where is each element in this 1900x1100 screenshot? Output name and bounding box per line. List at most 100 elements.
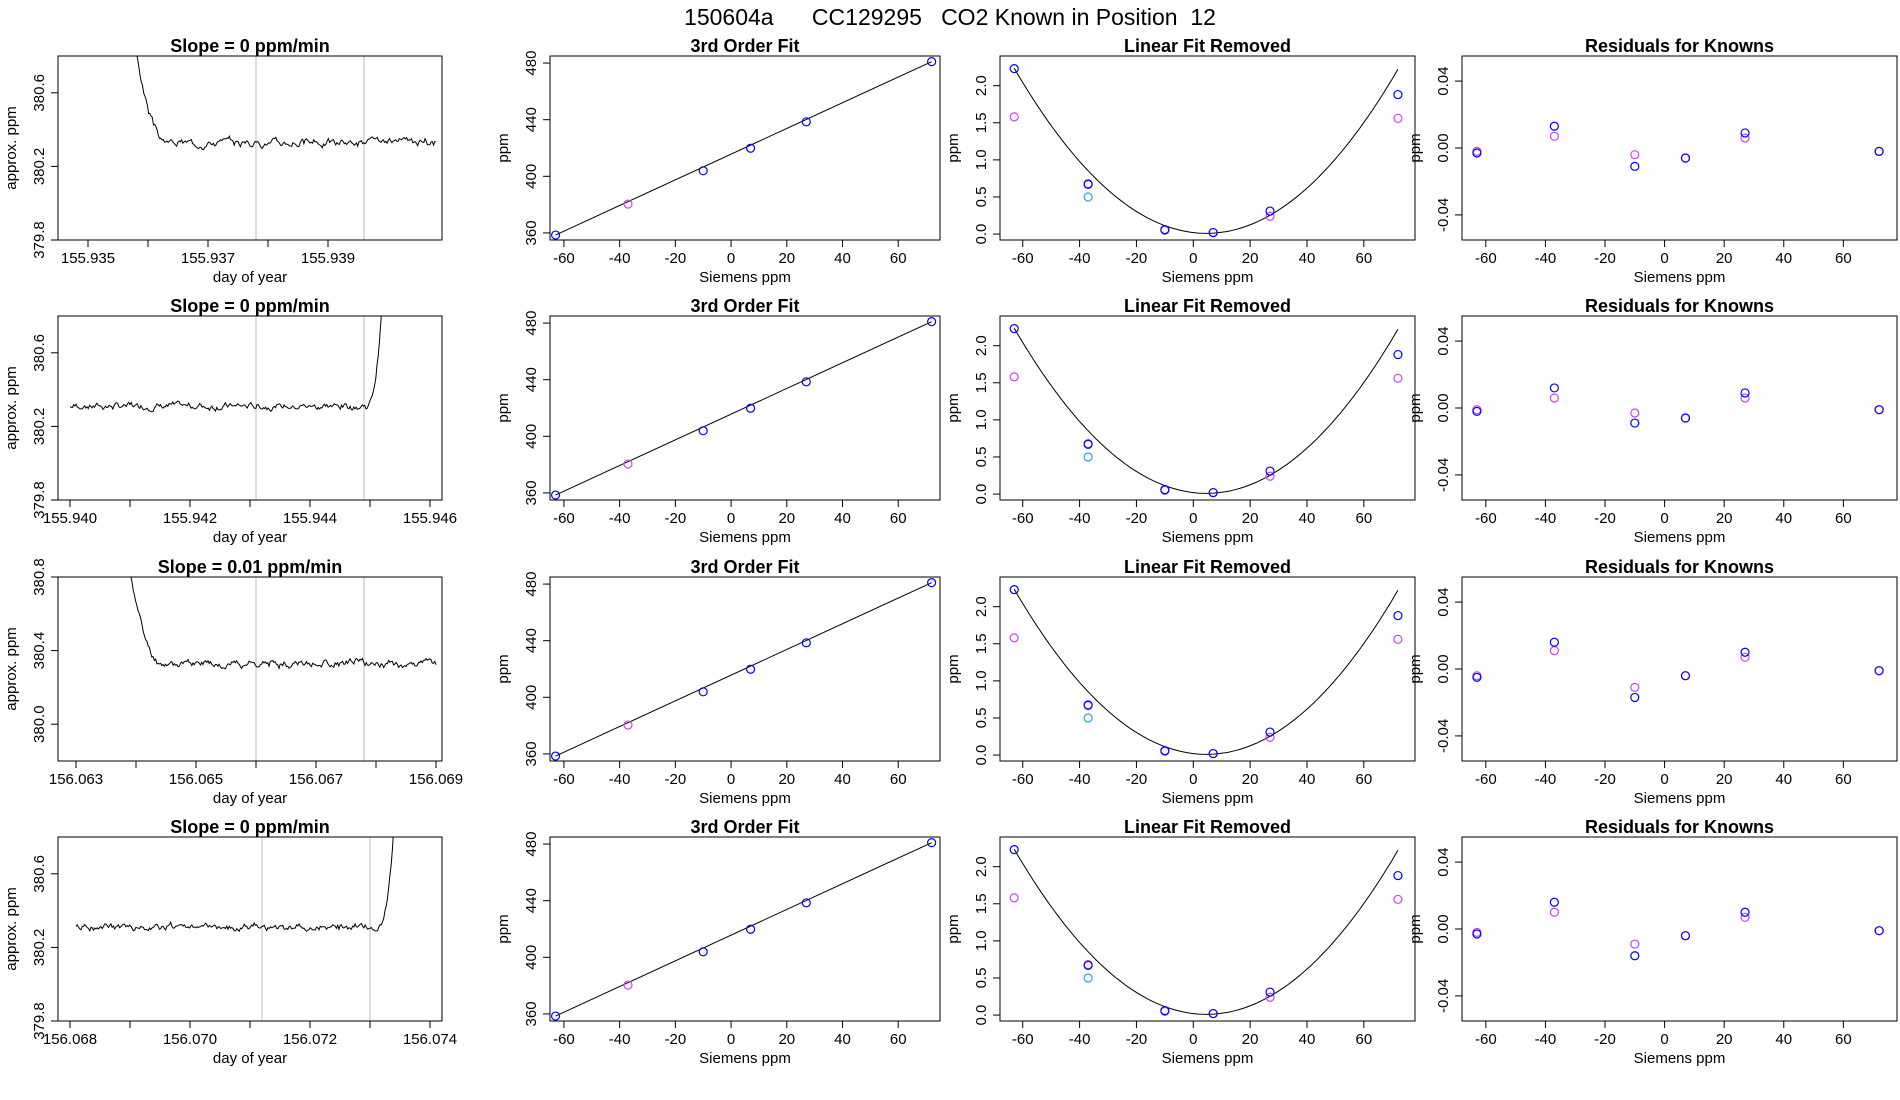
residual-blue-point (1549, 121, 1559, 131)
blue-point (1160, 1006, 1170, 1016)
y-tick-label: 0.0 (973, 224, 990, 245)
x-tick-label: -20 (665, 510, 687, 527)
time-series-panel: Slope = 0 ppm/min day of year approx. ppm 1… (3, 817, 457, 1067)
x-tick-label: 155.940 (43, 510, 97, 527)
panel-title: Residuals for Knowns (1585, 817, 1774, 837)
x-tick-label: -40 (1069, 510, 1091, 527)
blue-point (1265, 466, 1275, 476)
x-tick-label: 0 (1660, 771, 1668, 788)
y-axis-label: ppm (1407, 133, 1424, 162)
y-tick-label: 1.5 (973, 633, 990, 654)
y-tick-label: 0.00 (1435, 914, 1452, 943)
x-tick-label: -40 (1069, 250, 1091, 267)
y-axis-label: ppm (945, 133, 962, 162)
x-tick-label: 60 (1835, 510, 1852, 527)
x-tick-label: 60 (890, 510, 907, 527)
residual-blue-point (1740, 907, 1750, 917)
residual-magenta-point (1549, 131, 1559, 141)
plot-frame (57, 576, 443, 762)
x-tick-label: 40 (1299, 510, 1316, 527)
magenta-point (1265, 471, 1275, 481)
residual-magenta-point (1740, 652, 1750, 662)
fit-point (745, 403, 756, 413)
plot-frame (999, 576, 1416, 762)
x-tick-label: -60 (1012, 1031, 1034, 1048)
y-axis-label: ppm (945, 393, 962, 422)
fit-point (801, 898, 811, 908)
x-tick-label: 0 (1660, 1031, 1668, 1048)
fit-point (698, 687, 708, 697)
x-tick-label: -20 (665, 1031, 687, 1048)
blue-point (1208, 748, 1218, 759)
fit-point (927, 578, 937, 588)
y-tick-label: 1.0 (973, 930, 990, 951)
y-axis-label: approx. ppm (3, 106, 20, 189)
fit-point (623, 199, 633, 209)
panel-title: 3rd Order Fit (690, 817, 799, 837)
x-tick-label: -60 (1475, 1031, 1497, 1048)
blue-point (1265, 987, 1275, 997)
blue-point (1160, 746, 1170, 756)
blue-point (1083, 960, 1093, 970)
fit-point (801, 377, 811, 387)
x-tick-label: 155.937 (181, 250, 235, 267)
residual-magenta-point (1549, 393, 1559, 403)
x-tick-label: 20 (1242, 510, 1259, 527)
quadratic-curve-line (1013, 327, 1399, 494)
residual-blue-point (1680, 671, 1691, 681)
residual-blue-point (1680, 931, 1691, 941)
x-tick-label: 20 (1716, 1031, 1733, 1048)
panel-title: Slope = 0 ppm/min (170, 296, 330, 316)
x-tick-label: 60 (890, 250, 907, 267)
fit-point (801, 117, 811, 127)
blue-point (1265, 727, 1275, 737)
panel-title: Slope = 0 ppm/min (170, 36, 330, 56)
y-tick-label: 0.04 (1435, 326, 1452, 355)
x-tick-label: 20 (778, 250, 795, 267)
y-tick-label: 440 (523, 367, 540, 392)
x-tick-label: 60 (1355, 1031, 1372, 1048)
y-tick-label: 0.0 (973, 745, 990, 766)
fit-point (550, 1011, 561, 1021)
x-tick-label: 156.074 (403, 1031, 457, 1048)
y-axis-label: ppm (945, 654, 962, 683)
x-tick-label: -20 (1594, 250, 1616, 267)
y-tick-label: -0.04 (1435, 198, 1452, 232)
residual-magenta-point (1630, 939, 1640, 949)
magenta-point (1265, 992, 1275, 1002)
fit-point (623, 720, 633, 730)
panel-title: Linear Fit Removed (1124, 557, 1291, 577)
x-tick-label: 40 (1775, 771, 1792, 788)
x-tick-label: 155.942 (163, 510, 217, 527)
x-tick-label: -20 (1126, 250, 1148, 267)
page-title: 150604a CC129295 CO2 Known in Position 1… (684, 4, 1216, 30)
residual-magenta-point (1630, 150, 1640, 160)
blue-point (1009, 64, 1019, 74)
residual-blue-point (1874, 405, 1884, 415)
x-tick-label: 60 (1355, 510, 1372, 527)
blue-point (1208, 487, 1218, 498)
x-axis-label: Siemens ppm (1634, 529, 1726, 546)
x-tick-label: 40 (1299, 1031, 1316, 1048)
fit-point (698, 947, 708, 957)
y-tick-label: 480 (523, 311, 540, 336)
x-tick-label: 155.944 (283, 510, 337, 527)
x-tick-label: 20 (778, 510, 795, 527)
x-axis-label: Siemens ppm (1634, 790, 1726, 807)
y-tick-label: 0.04 (1435, 587, 1452, 616)
x-tick-label: -60 (553, 1031, 575, 1048)
x-tick-label: -40 (1535, 510, 1557, 527)
x-tick-label: -60 (1012, 510, 1034, 527)
x-tick-label: 156.072 (283, 1031, 337, 1048)
panel-title: 3rd Order Fit (690, 296, 799, 316)
plot-frame (999, 836, 1416, 1022)
residual-magenta-point (1740, 912, 1750, 922)
residual-blue-point (1630, 418, 1640, 428)
residuals-panel: Residuals for Knowns Siemens ppm ppm -60 -40… (1407, 296, 1898, 546)
blue-point (1393, 89, 1403, 100)
magenta-point (1265, 211, 1275, 221)
x-axis-label: Siemens ppm (1162, 269, 1254, 286)
y-tick-label: 380.2 (31, 408, 48, 446)
x-tick-label: 20 (778, 771, 795, 788)
x-tick-label: 20 (1716, 771, 1733, 788)
